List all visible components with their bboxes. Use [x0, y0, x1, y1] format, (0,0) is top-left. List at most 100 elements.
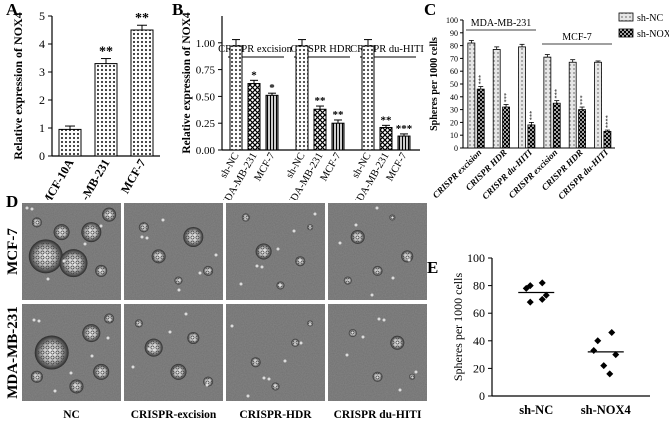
- b-bar: [229, 45, 243, 151]
- micro-sphere-texture: [32, 242, 60, 270]
- micro-single-cell: [370, 293, 374, 297]
- micro-single-cell: [345, 353, 349, 357]
- micro-sphere-texture: [172, 365, 185, 379]
- micro-single-cell: [83, 242, 87, 246]
- micro-sphere-texture: [296, 257, 305, 266]
- micro-sphere-texture: [352, 231, 364, 243]
- c-group-label: MCF-7: [562, 32, 591, 43]
- micro-image-1-3: [328, 304, 427, 401]
- micro-single-cell: [99, 224, 103, 228]
- micro-noise: [328, 203, 427, 300]
- b-group-title: CRISPR excision: [218, 44, 293, 55]
- micro-single-cell: [292, 229, 296, 233]
- b-significance: **: [333, 109, 345, 121]
- micro-single-cell: [184, 312, 188, 316]
- micro-single-cell: [25, 206, 29, 210]
- micro-sphere-texture: [292, 339, 299, 346]
- c-y-tick-label: 80: [450, 42, 458, 51]
- c-legend-swatch: [618, 12, 634, 22]
- micro-image-0-1: [124, 203, 223, 300]
- e-point: [542, 291, 550, 299]
- micro-single-cell: [299, 341, 303, 345]
- b-bar: [247, 83, 261, 151]
- e-y-tick-label: 20: [473, 361, 485, 375]
- micro-single-cell: [246, 394, 250, 398]
- micro-sphere-texture: [373, 266, 382, 275]
- b-bar: [379, 126, 393, 151]
- micro-sphere-texture: [391, 337, 403, 349]
- micro-single-cell: [267, 377, 271, 381]
- micro-single-cell: [262, 376, 266, 380]
- micro-row-label: MDA-MB-231: [5, 306, 21, 398]
- micro-sphere-texture: [242, 214, 249, 221]
- c-significance: ****: [604, 115, 611, 128]
- e-point: [538, 295, 546, 303]
- e-x-tick-label: sh-NC: [519, 403, 553, 417]
- b-y-tick-label: 0.25: [196, 118, 216, 130]
- c-significance: ***: [528, 111, 535, 121]
- b-y-axis-label: Relative expression of NOX4: [181, 12, 193, 154]
- e-point: [538, 279, 546, 287]
- micro-noise: [124, 203, 223, 300]
- micro-sphere-texture: [389, 215, 395, 220]
- a-bar: [94, 63, 118, 157]
- e-point: [590, 346, 598, 354]
- micro-single-cell: [106, 336, 110, 340]
- c-y-tick-label: 70: [450, 54, 458, 63]
- c-significance: ***: [503, 93, 510, 103]
- micro-sphere-texture: [277, 282, 284, 289]
- micro-sphere-texture: [272, 383, 279, 390]
- micro-single-cell: [375, 206, 379, 210]
- micro-sphere-texture: [373, 372, 382, 381]
- c-legend-label: sh-NC: [637, 13, 663, 24]
- c-bar: [518, 46, 526, 149]
- micro-row-label: MCF-7: [5, 228, 21, 275]
- micro-single-cell: [260, 265, 264, 269]
- panel-label-e: E: [427, 258, 439, 277]
- micro-single-cell: [161, 218, 165, 222]
- b-y-tick-label: 0.50: [196, 91, 216, 103]
- b-bar: [295, 45, 309, 151]
- micro-sphere-texture: [70, 380, 83, 393]
- e-y-tick-label: 0: [479, 389, 485, 403]
- b-y-tick-label: 1.00: [196, 38, 216, 50]
- c-bar: [467, 42, 476, 149]
- micro-sphere-texture: [84, 325, 99, 341]
- micro-col-label: NC: [63, 409, 80, 421]
- micro-sphere-texture: [344, 277, 351, 284]
- micro-sphere-texture: [139, 223, 148, 232]
- a-y-tick-label: 2: [39, 93, 45, 107]
- micro-sphere-texture: [38, 338, 66, 367]
- a-y-tick-label: 0: [39, 149, 45, 163]
- micro-sphere-texture: [188, 333, 199, 343]
- b-significance: **: [315, 95, 327, 107]
- micro-sphere-texture: [135, 320, 143, 327]
- micro-col-label: CRISPR-HDR: [239, 409, 312, 421]
- c-y-tick-label: 10: [450, 131, 458, 140]
- b-group-title: CRISPR HDR: [291, 44, 352, 55]
- micro-image-0-3: [328, 203, 427, 300]
- c-significance: ***: [478, 75, 485, 85]
- micro-single-cell: [313, 212, 317, 216]
- c-y-tick-label: 40: [450, 93, 458, 102]
- c-y-tick-label: 90: [450, 29, 458, 38]
- e-y-tick-label: 60: [473, 306, 485, 320]
- micro-sphere-texture: [103, 209, 115, 221]
- micro-single-cell: [354, 223, 358, 227]
- c-bar: [568, 61, 577, 149]
- panel-label-b: B: [172, 0, 184, 19]
- micro-single-cell: [30, 207, 34, 211]
- micro-sphere-texture: [62, 251, 85, 275]
- micro-sphere-texture: [94, 365, 108, 379]
- b-bar: [397, 135, 411, 151]
- c-bar: [502, 106, 510, 149]
- panel-label-c: C: [424, 0, 437, 19]
- micro-sphere-texture: [153, 250, 165, 262]
- micro-single-cell: [69, 371, 73, 375]
- chart-c-spheres: 0 10 20 30 40 50 60 70 80 90 100 Spheres per 1000 c…: [429, 12, 669, 201]
- micro-single-cell: [140, 235, 144, 239]
- micro-single-cell: [407, 258, 411, 262]
- a-bar: [58, 128, 82, 157]
